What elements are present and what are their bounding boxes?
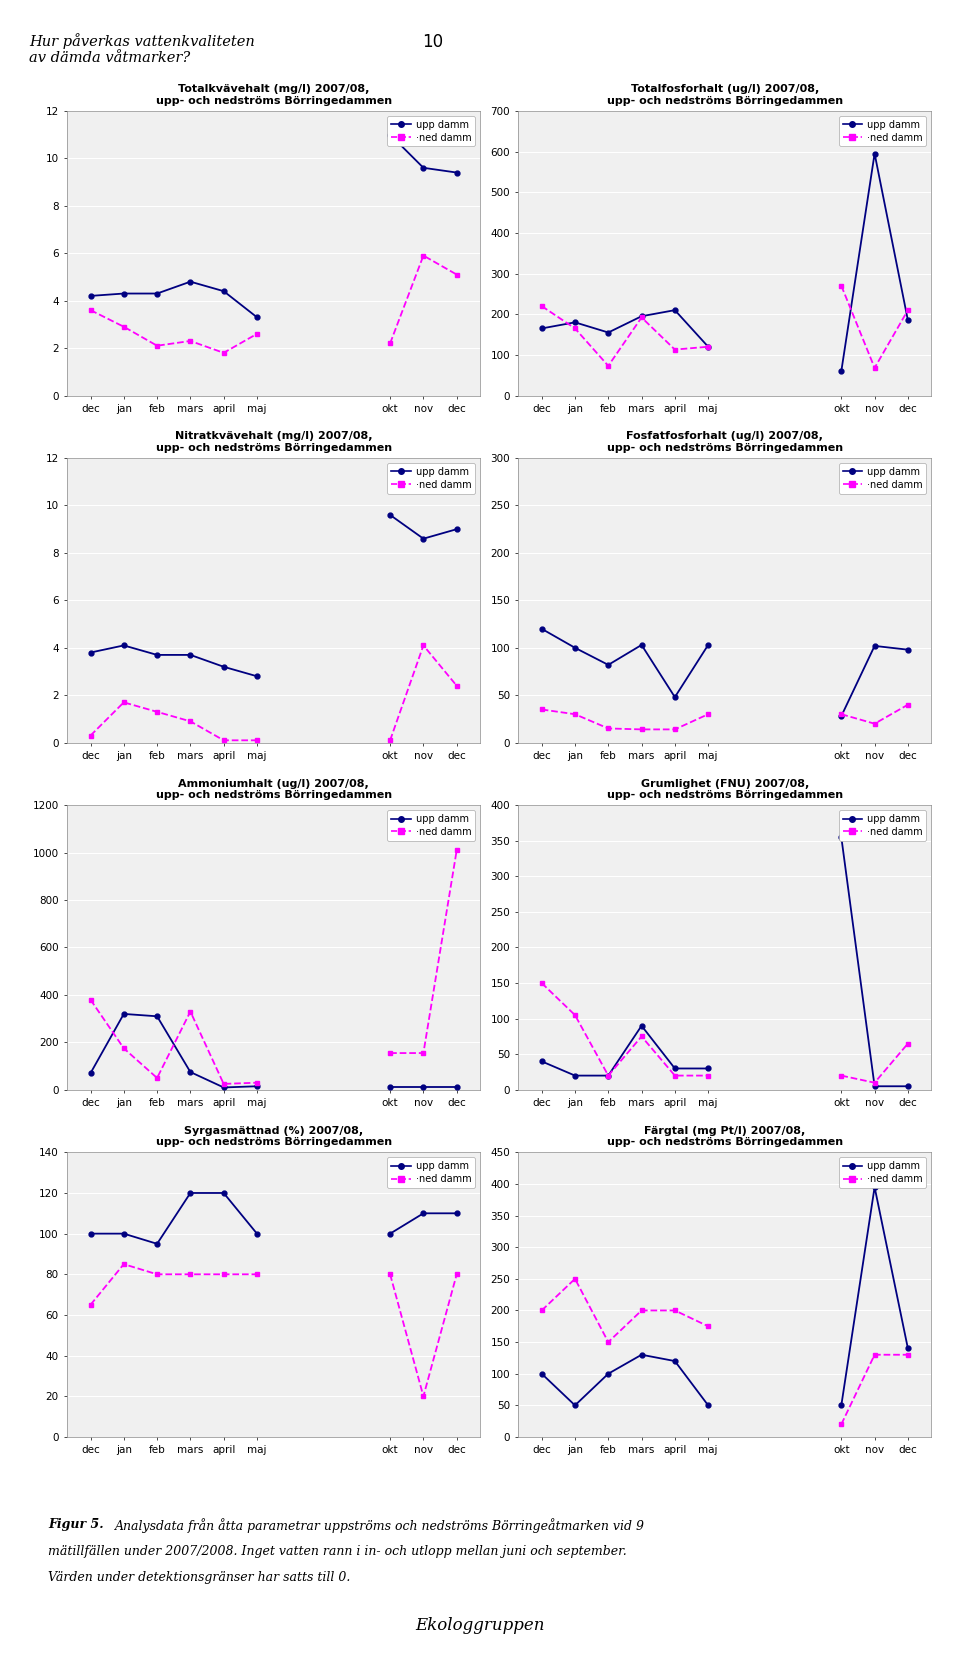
Text: Hur påverkas vattenkvaliteten
av dämda våtmarker?: Hur påverkas vattenkvaliteten av dämda v…: [29, 33, 254, 65]
Legend: upp damm, ·ned damm: upp damm, ·ned damm: [388, 463, 475, 494]
Text: Analysdata från åtta parametrar uppströms och nedströms Börringeåtmarken vid 9: Analysdata från åtta parametrar uppström…: [115, 1518, 645, 1533]
Legend: upp damm, ·ned damm: upp damm, ·ned damm: [388, 810, 475, 841]
Title: Grumlighet (FNU) 2007/08,
upp- och nedströms Börringedammen: Grumlighet (FNU) 2007/08, upp- och nedst…: [607, 778, 843, 800]
Legend: upp damm, ·ned damm: upp damm, ·ned damm: [839, 810, 926, 841]
Title: Nitratkvävehalt (mg/l) 2007/08,
upp- och nedströms Börringedammen: Nitratkvävehalt (mg/l) 2007/08, upp- och…: [156, 431, 392, 453]
Title: Syrgasmättnad (%) 2007/08,
upp- och nedströms Börringedammen: Syrgasmättnad (%) 2007/08, upp- och neds…: [156, 1126, 392, 1148]
Text: 10: 10: [422, 33, 444, 51]
Text: mätillfällen under 2007/2008. Inget vatten rann i in- och utlopp mellan juni och: mätillfällen under 2007/2008. Inget vatt…: [48, 1545, 627, 1558]
Text: Ekologgruppen: Ekologgruppen: [416, 1618, 544, 1634]
Text: Figur 5.: Figur 5.: [48, 1518, 104, 1531]
Title: Totalkvävehalt (mg/l) 2007/08,
upp- och nedströms Börringedammen: Totalkvävehalt (mg/l) 2007/08, upp- och …: [156, 85, 392, 106]
Title: Totalfosforhalt (ug/l) 2007/08,
upp- och nedströms Börringedammen: Totalfosforhalt (ug/l) 2007/08, upp- och…: [607, 85, 843, 106]
Legend: upp damm, ·ned damm: upp damm, ·ned damm: [388, 1158, 475, 1188]
Legend: upp damm, ·ned damm: upp damm, ·ned damm: [388, 116, 475, 146]
Legend: upp damm, ·ned damm: upp damm, ·ned damm: [839, 463, 926, 494]
Title: Färgtal (mg Pt/l) 2007/08,
upp- och nedströms Börringedammen: Färgtal (mg Pt/l) 2007/08, upp- och neds…: [607, 1126, 843, 1148]
Legend: upp damm, ·ned damm: upp damm, ·ned damm: [839, 116, 926, 146]
Title: Fosfatfosforhalt (ug/l) 2007/08,
upp- och nedströms Börringedammen: Fosfatfosforhalt (ug/l) 2007/08, upp- oc…: [607, 431, 843, 453]
Legend: upp damm, ·ned damm: upp damm, ·ned damm: [839, 1158, 926, 1188]
Title: Ammoniumhalt (ug/l) 2007/08,
upp- och nedströms Börringedammen: Ammoniumhalt (ug/l) 2007/08, upp- och ne…: [156, 778, 392, 800]
Text: Värden under detektionsgränser har satts till 0.: Värden under detektionsgränser har satts…: [48, 1571, 350, 1584]
